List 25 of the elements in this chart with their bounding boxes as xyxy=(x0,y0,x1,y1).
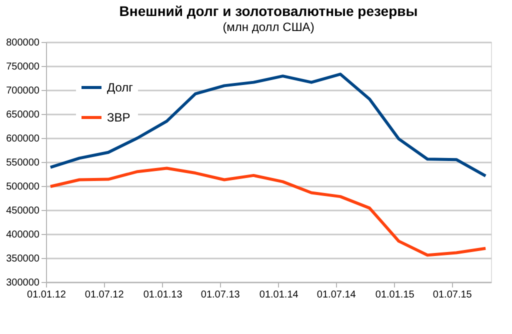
y-tick-label: 650000 xyxy=(6,110,40,120)
chart-subtitle: (млн долл США) xyxy=(222,20,314,34)
y-tick-label: 550000 xyxy=(6,158,40,168)
y-tick-label: 500000 xyxy=(6,182,40,192)
chart-title: Внешний долг и золотовалютные резервы xyxy=(119,3,418,19)
y-tick-label: 700000 xyxy=(6,86,40,96)
y-tick-label: 300000 xyxy=(6,278,40,288)
y-tick-label: 800000 xyxy=(6,38,40,48)
legend-label: ЗВР xyxy=(107,110,130,124)
y-tick-label: 600000 xyxy=(6,134,40,144)
x-tick-label: 01.01.12 xyxy=(27,290,66,300)
x-tick-label: 01.01.15 xyxy=(375,290,415,300)
line-series xyxy=(48,166,488,257)
y-tick-label: 400000 xyxy=(6,230,40,240)
line-series xyxy=(48,72,488,178)
x-tick-label: 01.01.13 xyxy=(143,290,183,300)
x-tick-label: 01.01.14 xyxy=(259,290,299,300)
legend-label: Долг xyxy=(107,80,134,94)
y-tick-label: 350000 xyxy=(6,254,40,264)
x-tick-label: 01.07.13 xyxy=(200,290,240,300)
x-tick-label: 01.07.15 xyxy=(432,290,472,300)
x-tick-label: 01.07.12 xyxy=(84,290,124,300)
x-tick-label: 01.07.14 xyxy=(316,290,356,300)
y-tick-label: 750000 xyxy=(6,62,40,72)
y-tick-label: 450000 xyxy=(6,206,40,216)
